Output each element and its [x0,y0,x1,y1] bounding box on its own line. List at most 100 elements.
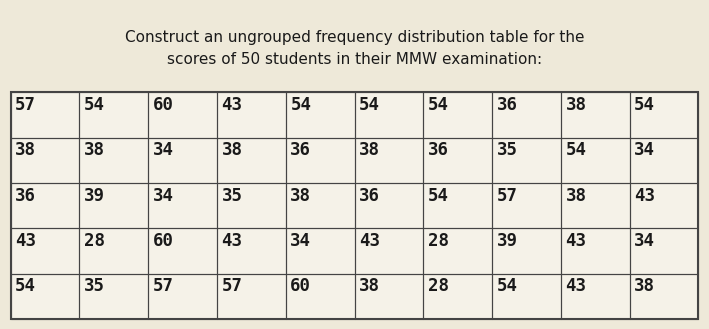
Text: 35: 35 [84,277,105,295]
Text: 28: 28 [428,232,449,250]
Bar [148,183,217,228]
Text: 54: 54 [291,96,311,114]
Text: 43: 43 [222,232,242,250]
Bar [79,92,148,138]
Text: 36: 36 [497,96,518,114]
Text: 60: 60 [291,277,311,295]
Bar [11,274,79,319]
Text: 35: 35 [497,141,518,159]
Bar [217,138,286,183]
Bar [286,138,354,183]
Text: 35: 35 [222,187,242,205]
Text: 36: 36 [428,141,449,159]
Text: 57: 57 [497,187,518,205]
Text: 28: 28 [84,232,105,250]
Text: 36: 36 [16,187,36,205]
Bar [79,228,148,274]
Text: 39: 39 [84,187,105,205]
Bar [79,183,148,228]
Text: 57: 57 [153,277,174,295]
Bar [217,228,286,274]
Text: 38: 38 [16,141,36,159]
Bar [630,274,698,319]
Bar [630,138,698,183]
Text: 54: 54 [497,277,518,295]
Text: 43: 43 [222,96,242,114]
Text: 54: 54 [359,96,380,114]
Text: 54: 54 [635,96,655,114]
Text: 34: 34 [153,187,174,205]
Text: 38: 38 [291,187,311,205]
Bar [630,228,698,274]
Bar [354,138,423,183]
Text: 57: 57 [222,277,242,295]
Text: 36: 36 [359,187,380,205]
Text: 38: 38 [566,96,586,114]
Bar [492,138,561,183]
Bar [11,183,79,228]
Text: 34: 34 [291,232,311,250]
Bar [423,228,492,274]
Text: 43: 43 [359,232,380,250]
Text: 36: 36 [291,141,311,159]
Bar [561,92,630,138]
Text: 43: 43 [566,232,586,250]
Bar [11,138,79,183]
Text: 57: 57 [16,96,36,114]
Bar [217,274,286,319]
Bar [423,92,492,138]
Text: 43: 43 [16,232,36,250]
Bar [354,274,423,319]
Text: 38: 38 [359,277,380,295]
Bar [217,183,286,228]
Text: Construct an ungrouped frequency distribution table for the
scores of 50 student: Construct an ungrouped frequency distrib… [125,30,584,67]
Text: 54: 54 [16,277,36,295]
Bar [561,274,630,319]
Text: 60: 60 [153,232,174,250]
Bar [11,228,79,274]
Text: 34: 34 [635,141,655,159]
Bar [492,274,561,319]
Bar [286,183,354,228]
Bar [286,228,354,274]
Bar [492,183,561,228]
Bar [423,274,492,319]
Bar [423,138,492,183]
Text: 43: 43 [635,187,655,205]
Bar [354,92,423,138]
Text: 28: 28 [428,277,449,295]
Text: 38: 38 [359,141,380,159]
Text: 38: 38 [84,141,105,159]
Bar [11,92,79,138]
Bar [423,183,492,228]
Bar [79,274,148,319]
Bar [561,138,630,183]
Text: 60: 60 [153,96,174,114]
Text: 54: 54 [566,141,586,159]
Text: 54: 54 [428,96,449,114]
Bar [148,274,217,319]
Bar [354,183,423,228]
Bar [492,228,561,274]
Bar [79,138,148,183]
Bar [561,228,630,274]
Text: 54: 54 [84,96,105,114]
Bar [11,92,698,319]
Bar [148,228,217,274]
Text: 38: 38 [635,277,655,295]
Bar [561,183,630,228]
Bar [286,274,354,319]
Bar [630,92,698,138]
Bar [354,228,423,274]
Bar [148,138,217,183]
Text: 38: 38 [222,141,242,159]
Bar [630,183,698,228]
Bar [492,92,561,138]
Text: 39: 39 [497,232,518,250]
Text: 34: 34 [635,232,655,250]
Bar [148,92,217,138]
Bar [217,92,286,138]
Text: 38: 38 [566,187,586,205]
Text: 54: 54 [428,187,449,205]
Text: 34: 34 [153,141,174,159]
